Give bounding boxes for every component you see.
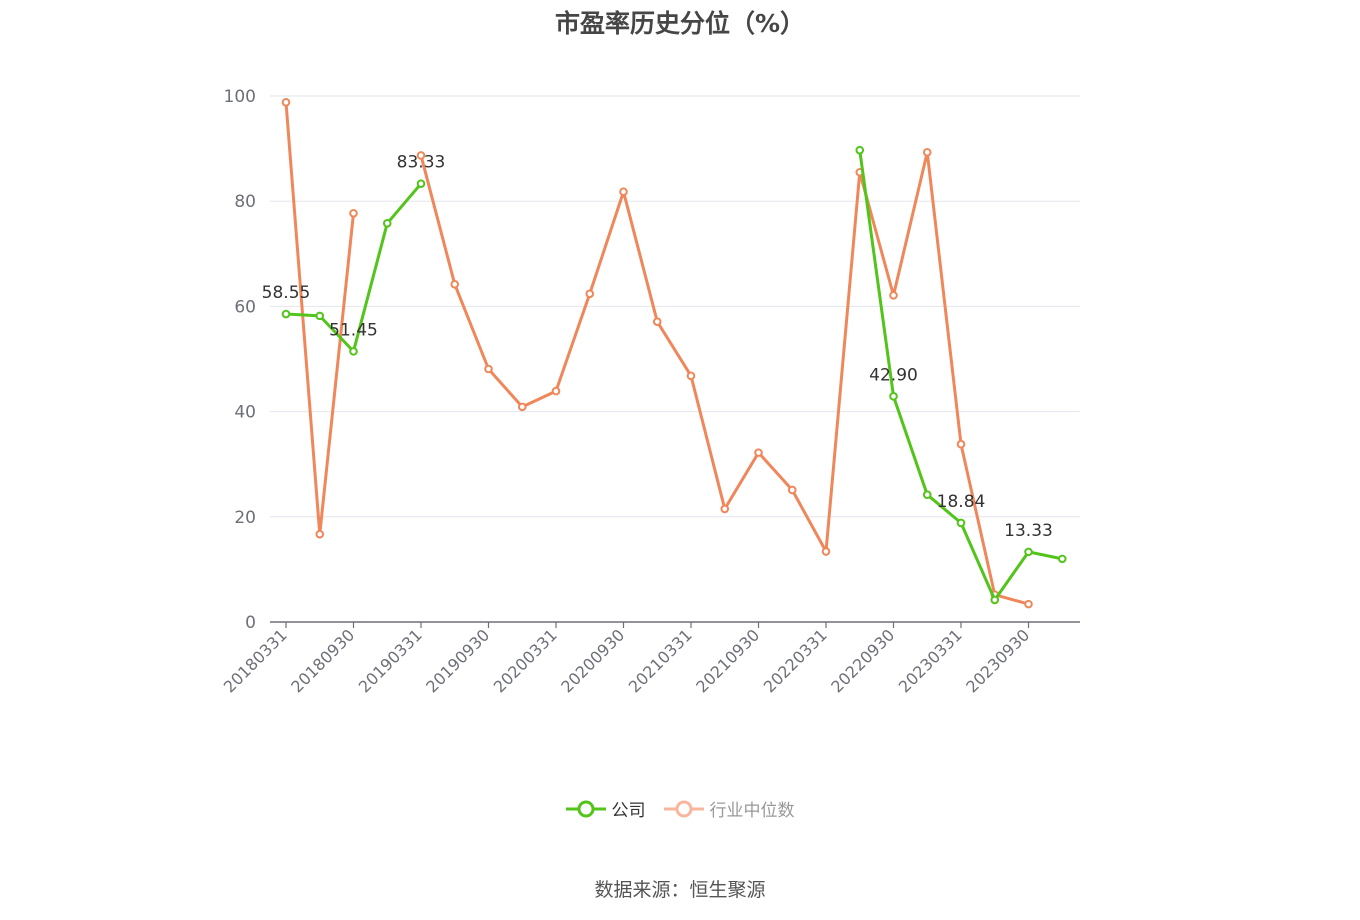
y-tick-label: 0 [245,613,256,633]
legend: 公司 行业中位数 [0,796,1360,821]
series-lines [281,98,1067,609]
legend-line-circle-icon [565,800,606,817]
data-point [956,439,966,449]
data-point [922,490,932,500]
y-tick-label: 60 [234,297,256,317]
legend-label: 公司 [611,801,646,821]
x-tick-label: 20230331 [895,625,966,696]
data-label: 18.84 [937,492,986,512]
x-tick-label: 20200331 [490,625,561,696]
x-tick-label: 20220331 [760,625,831,696]
y-tick-label: 20 [234,508,256,528]
data-source-note: 数据来源：恒生聚源 [594,879,766,901]
x-tick-label: 20210930 [692,625,763,696]
x-tick-label: 20200930 [557,625,628,696]
axes: 0 20 40 60 80 100 2018033120180930201903312019… [220,87,1080,696]
data-label: 51.45 [329,320,378,340]
x-tick-label: 20230930 [962,625,1033,696]
legend-line-circle-icon [663,800,704,817]
data-point [315,529,325,539]
data-point [349,347,358,356]
data-point [652,317,662,326]
data-point [349,208,358,218]
data-point [990,595,1000,605]
data-point [585,289,595,299]
data-point [450,280,460,289]
data-point [720,504,730,514]
data-point [956,518,966,528]
line-chart: 0 20 40 60 80 100 2018033120180930201903312019… [220,87,1080,696]
data-point [889,392,898,401]
data-point [821,547,831,556]
data-point [281,309,291,319]
y-tick-label: 80 [234,192,256,212]
data-label: 42.90 [869,365,918,385]
data-point [787,485,797,495]
data-label: 83.33 [397,153,446,173]
data-point [315,311,325,321]
y-tick-label: 40 [234,403,256,423]
x-tick-label: 20210331 [625,625,696,696]
data-point [619,187,628,197]
legend-item[interactable]: 行业中位数 [663,796,795,821]
x-tick-label: 20190930 [422,625,493,696]
x-tick-label: 20180930 [287,625,358,696]
data-point [416,151,426,160]
data-point [1024,599,1033,609]
y-tick-label: 100 [224,87,256,107]
data-point [754,448,763,457]
data-point [1024,547,1033,557]
data-point [686,371,696,381]
grid-lines [270,95,1080,518]
data-label: 13.33 [1004,521,1053,541]
data-point [551,386,561,396]
data-label: 58.55 [262,283,311,303]
data-point [517,402,527,412]
x-tick-label: 20220930 [827,625,898,696]
data-point [889,291,898,300]
x-tick-label: 20190331 [355,625,426,696]
data-point [281,98,291,107]
data-labels: 58.55 51.45 83.33 42.90 18.84 13.33 [262,153,1053,541]
data-point [855,145,865,155]
data-point [922,147,932,157]
legend-item[interactable]: 公司 [565,796,646,821]
legend-label: 行业中位数 [709,801,795,821]
data-point [382,218,392,228]
data-point [484,364,493,374]
data-point [1057,554,1067,564]
x-tick-label: 20180331 [220,625,291,696]
chart-title: 市盈率历史分位（%） [554,9,806,38]
data-point [416,179,426,188]
series-line-1 [419,150,1029,606]
